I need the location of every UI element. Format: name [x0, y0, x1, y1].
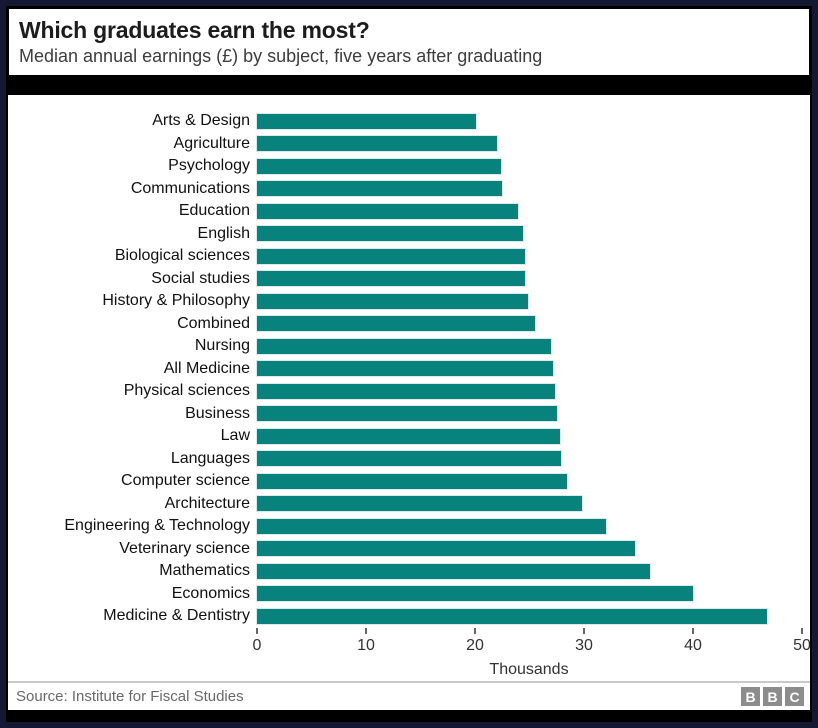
- bar-row: Combined: [8, 313, 810, 336]
- bar: [257, 496, 582, 512]
- x-axis-tick-mark: [474, 628, 476, 634]
- bar-row: History & Philosophy: [8, 290, 810, 313]
- category-label: Combined: [177, 314, 250, 332]
- bar-row: Education: [8, 200, 810, 223]
- bbc-logo-block-c: C: [785, 687, 804, 706]
- bar-row: Biological sciences: [8, 245, 810, 268]
- category-label: Architecture: [164, 494, 250, 512]
- category-label: Biological sciences: [114, 247, 250, 265]
- bar-row: Law: [8, 425, 810, 448]
- category-label: Psychology: [168, 157, 250, 175]
- bar-row: Computer science: [8, 470, 810, 493]
- category-label: Medicine & Dentistry: [103, 607, 250, 625]
- bar-row: Veterinary science: [8, 538, 810, 561]
- x-axis-tick-mark: [801, 628, 803, 634]
- bar: [257, 293, 528, 309]
- source-text: Source: Institute for Fiscal Studies: [16, 688, 244, 705]
- bar: [257, 136, 497, 152]
- bar: [257, 518, 606, 534]
- bar-row: Economics: [8, 583, 810, 606]
- bar: [257, 541, 635, 557]
- category-label: Social studies: [151, 269, 250, 287]
- category-label: History & Philosophy: [102, 292, 250, 310]
- bar-row: Business: [8, 403, 810, 426]
- category-label: Computer science: [121, 472, 250, 490]
- category-label: Mathematics: [159, 562, 250, 580]
- x-axis-tick-label: 20: [466, 637, 484, 654]
- bar-row: Medicine & Dentistry: [8, 605, 810, 628]
- bar: [257, 248, 525, 264]
- bar: [257, 586, 693, 602]
- bar: [257, 271, 525, 287]
- chart-subtitle: Median annual earnings (£) by subject, f…: [19, 46, 543, 66]
- bar: [257, 113, 476, 129]
- bar-row: Languages: [8, 448, 810, 471]
- bar: [257, 226, 523, 242]
- x-axis-tick-label: 30: [575, 637, 593, 654]
- category-label: Physical sciences: [123, 382, 250, 400]
- bar-row: Communications: [8, 178, 810, 201]
- bbc-logo-block-b2: B: [763, 687, 782, 706]
- bar-row: Arts & Design: [8, 110, 810, 133]
- x-axis-tick-label: 40: [684, 637, 702, 654]
- bar-row: Social studies: [8, 268, 810, 291]
- bar-row: Physical sciences: [8, 380, 810, 403]
- bar-row: Psychology: [8, 155, 810, 178]
- category-label: Veterinary science: [119, 539, 250, 557]
- category-label: Business: [185, 404, 250, 422]
- category-label: Economics: [171, 584, 250, 602]
- chart-header: Which graduates earn the most? Median an…: [6, 6, 812, 78]
- bar: [257, 316, 535, 332]
- x-axis-tick-label: 10: [357, 637, 375, 654]
- x-axis-tick-mark: [583, 628, 585, 634]
- bar-row: Architecture: [8, 493, 810, 516]
- category-label: All Medicine: [163, 359, 250, 377]
- x-axis-tick-mark: [256, 628, 258, 634]
- bar-row: Nursing: [8, 335, 810, 358]
- chart-panel: Arts & Design Agriculture Psychology Commun…: [8, 95, 811, 681]
- bbc-logo: B B C: [741, 687, 804, 706]
- bar: [257, 563, 650, 579]
- category-label: Engineering & Technology: [64, 517, 250, 535]
- bar-row: All Medicine: [8, 358, 810, 381]
- bar: [257, 338, 551, 354]
- bar: [257, 181, 502, 197]
- x-axis: Thousands 0 10 20 30 40 50: [8, 628, 811, 681]
- category-label: English: [197, 224, 250, 242]
- x-axis-tick-label: 50: [793, 637, 811, 654]
- category-label: Nursing: [194, 337, 250, 355]
- category-label: Communications: [130, 179, 250, 197]
- bar: [257, 428, 560, 444]
- header-divider-band: [6, 78, 812, 95]
- bar: [257, 406, 557, 422]
- bar: [257, 158, 501, 174]
- bar-row: Mathematics: [8, 560, 810, 583]
- footer-divider: [8, 681, 810, 683]
- category-label: Languages: [170, 449, 250, 467]
- bar: [257, 473, 567, 489]
- bbc-logo-block-b1: B: [741, 687, 760, 706]
- category-label: Arts & Design: [152, 112, 250, 130]
- category-label: Education: [178, 202, 250, 220]
- bar-row: Engineering & Technology: [8, 515, 810, 538]
- bar-rows: Arts & Design Agriculture Psychology Commun…: [8, 110, 810, 628]
- bar-row: Agriculture: [8, 133, 810, 156]
- bar: [257, 361, 553, 377]
- bar-row: English: [8, 223, 810, 246]
- footer: Source: Institute for Fiscal Studies B B…: [8, 683, 810, 710]
- bar: [257, 451, 561, 467]
- bar: [257, 608, 767, 624]
- bar: [257, 203, 518, 219]
- x-axis-tick-label: 0: [252, 637, 262, 654]
- category-label: Law: [220, 427, 250, 445]
- x-axis-tick-mark: [365, 628, 367, 634]
- category-label: Agriculture: [173, 134, 250, 152]
- x-axis-tick-mark: [692, 628, 694, 634]
- bar: [257, 383, 555, 399]
- x-axis-label: Thousands: [489, 661, 569, 678]
- chart-title: Which graduates earn the most?: [19, 17, 370, 43]
